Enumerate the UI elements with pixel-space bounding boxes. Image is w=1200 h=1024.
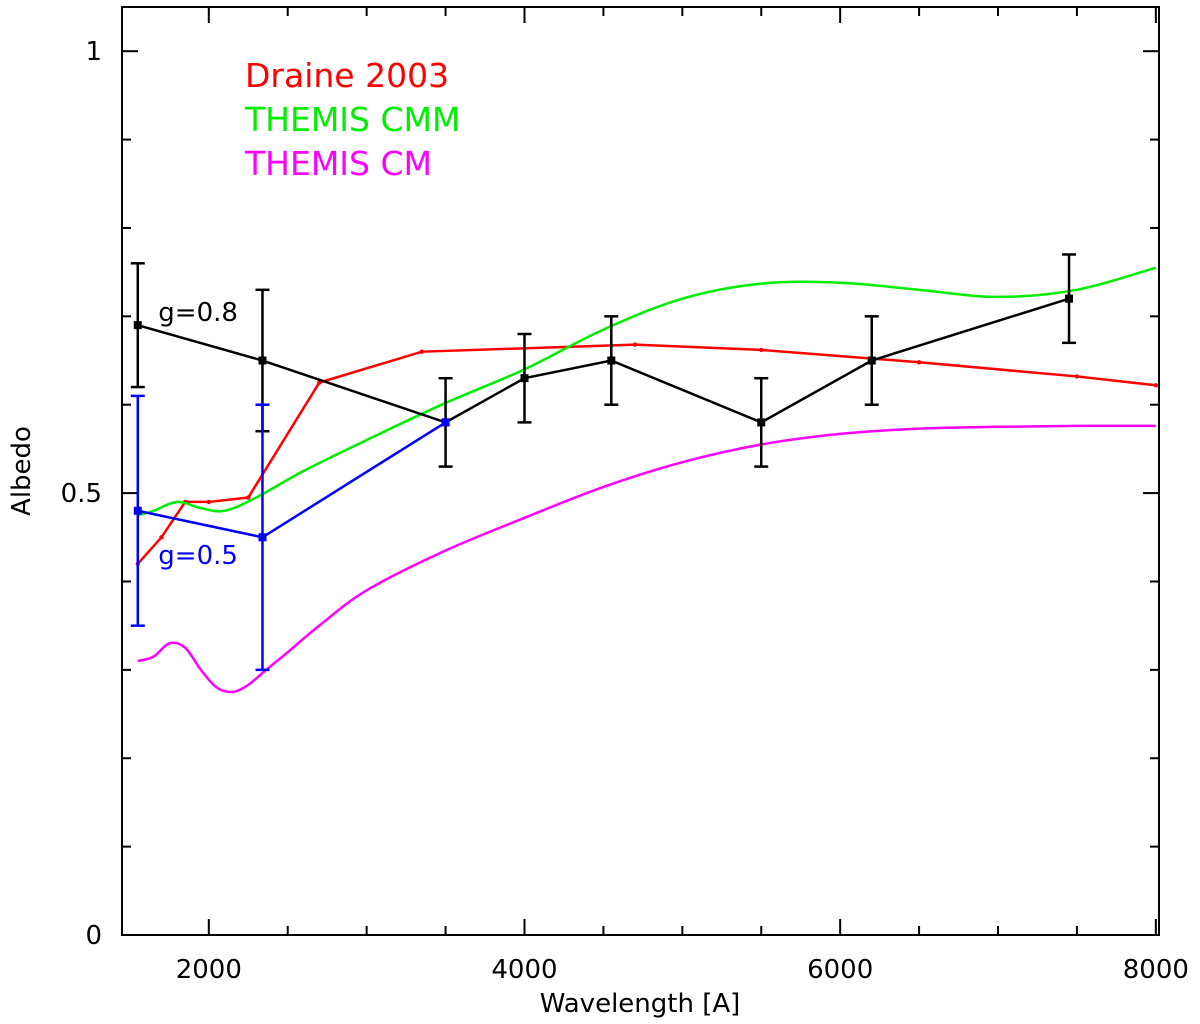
x-tick-label: 2000	[176, 955, 242, 985]
data-point	[206, 499, 212, 505]
series-g-0-5	[130, 394, 450, 672]
series-layer	[130, 253, 1159, 694]
series-line-themis-cm	[137, 424, 1156, 694]
legend-entry-draine-2003: Draine 2003	[245, 56, 449, 95]
x-tick-label: 6000	[807, 955, 873, 985]
data-point	[1153, 383, 1159, 388]
annotation-g-0-5: g=0.5	[158, 541, 238, 571]
x-axis-title: Wavelength [A]	[540, 989, 741, 1019]
data-point	[133, 321, 142, 330]
data-point	[159, 535, 164, 540]
annotation-g-0-8: g=0.8	[158, 298, 238, 328]
data-point	[632, 342, 638, 347]
data-point	[1065, 294, 1074, 303]
data-point	[867, 356, 876, 365]
data-point	[520, 374, 529, 383]
series-g-0-8	[130, 253, 1077, 468]
series-themis-cmm	[137, 266, 1157, 517]
legend-entry-themis-cmm: THEMIS CMM	[244, 100, 460, 139]
axis-ticks	[122, 7, 1159, 936]
series-line-themis-cmm	[137, 266, 1157, 517]
series-themis-cm	[137, 424, 1156, 694]
x-tick-label: 4000	[491, 955, 557, 985]
data-point	[133, 506, 142, 515]
data-point	[441, 418, 450, 427]
series-line-draine-2003	[136, 343, 1156, 565]
y-axis-title: Albedo	[7, 426, 37, 516]
series-line-g-0-8	[137, 297, 1070, 424]
x-tick-label: 8000	[1123, 955, 1189, 985]
data-point	[317, 380, 322, 385]
data-point	[258, 533, 267, 542]
data-point	[1074, 374, 1080, 379]
legend-entry-themis-cm: THEMIS CM	[244, 144, 432, 183]
data-point	[258, 356, 267, 365]
annotations: g=0.8 g=0.5	[158, 298, 238, 571]
legend: Draine 2003 THEMIS CMM THEMIS CM	[244, 56, 460, 183]
tick-labels: 2000 4000 6000 8000 0 0.5 1	[61, 37, 1189, 985]
data-point	[607, 356, 616, 365]
data-point	[419, 349, 425, 354]
data-point	[757, 418, 766, 427]
y-tick-label: 1	[85, 37, 102, 67]
y-tick-label: 0.5	[61, 479, 102, 509]
data-point	[916, 360, 922, 365]
data-point	[759, 347, 764, 353]
plot-frame	[121, 6, 1160, 936]
series-line-g-0-5	[137, 421, 447, 539]
y-tick-label: 0	[85, 921, 102, 951]
data-point	[246, 495, 251, 500]
